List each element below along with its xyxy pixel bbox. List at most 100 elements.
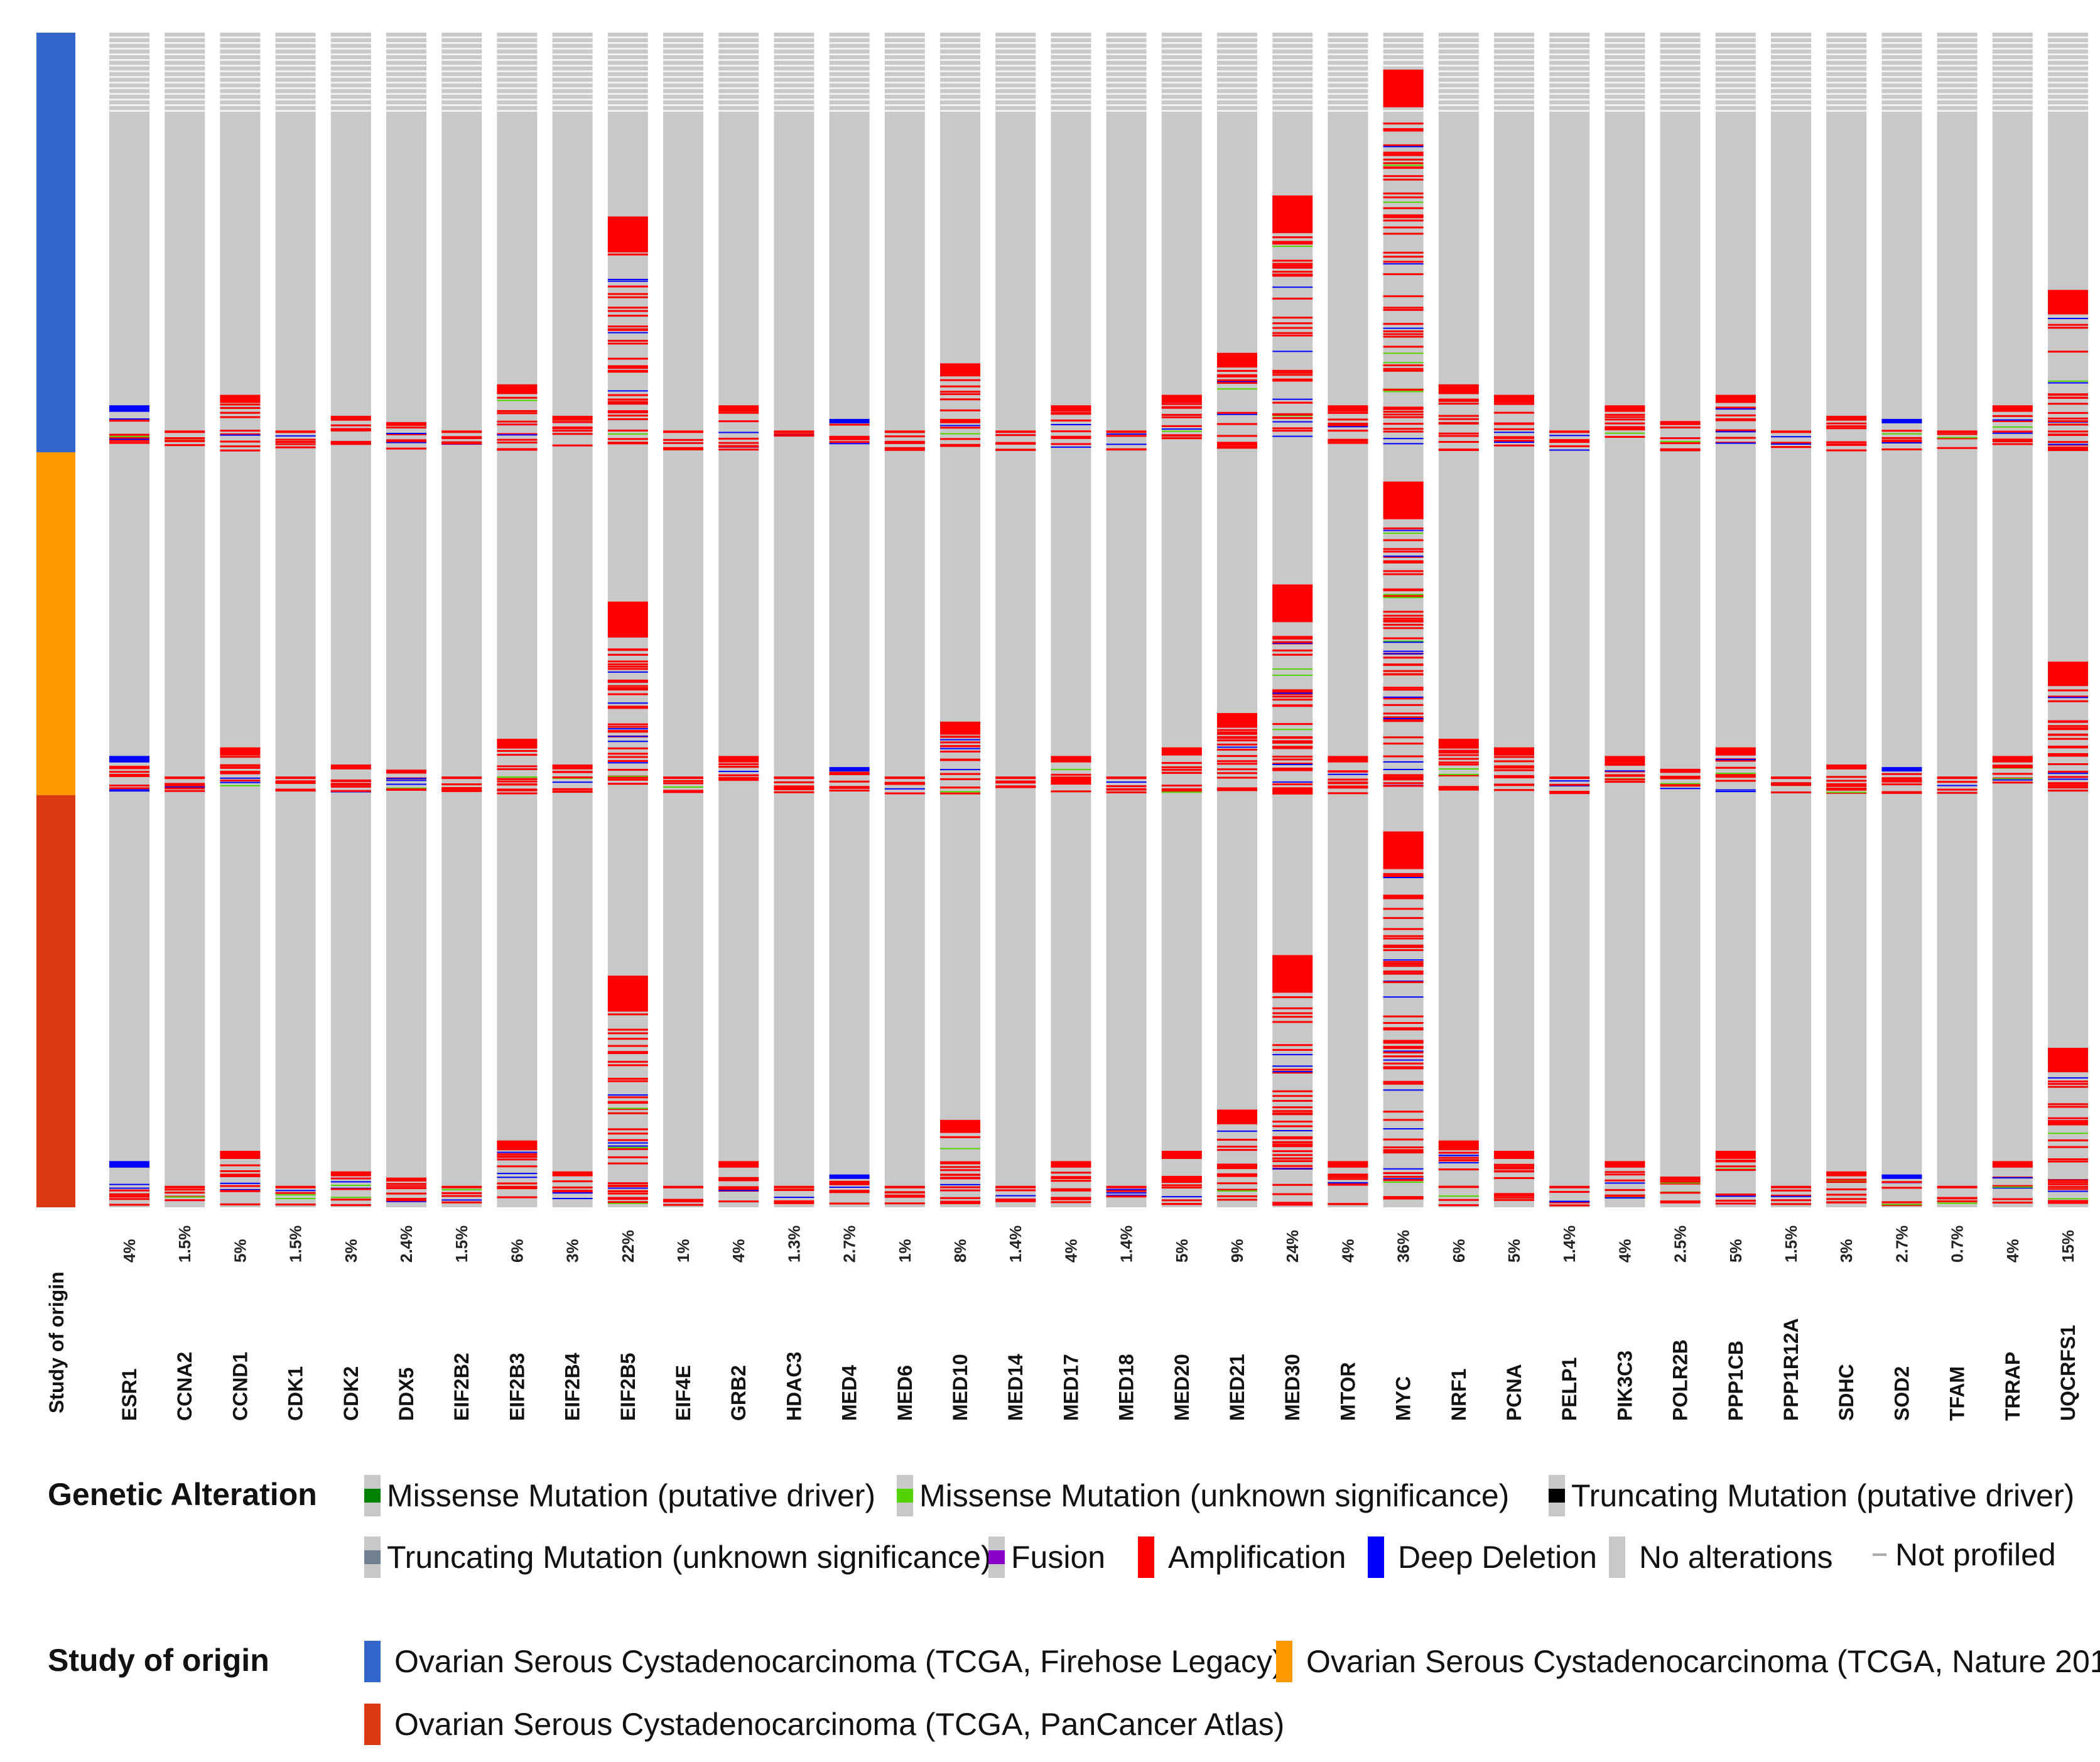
not-profiled-mark: [220, 53, 261, 55]
alteration-mark: [1992, 1187, 2033, 1189]
alteration-mark: [109, 787, 149, 790]
alteration-mark: [1383, 650, 1424, 652]
alteration-mark: [109, 785, 149, 787]
not-profiled-mark: [386, 82, 426, 84]
alteration-mark: [165, 1199, 205, 1202]
not-profiled-mark: [884, 93, 925, 95]
fusion-swatch: [988, 1536, 1005, 1578]
not-profiled-mark: [441, 87, 482, 89]
alteration-mark: [1383, 550, 1424, 553]
not-profiled-mark: [1549, 65, 1590, 67]
amplification-mark: [607, 601, 648, 638]
alteration-mark: [1383, 1168, 1424, 1170]
alteration-mark: [552, 433, 593, 435]
alteration-mark: [1992, 419, 2033, 421]
alteration-mark: [940, 791, 980, 793]
alteration-mark: [1826, 788, 1867, 791]
alteration-mark: [386, 787, 426, 789]
not-profiled-mark: [1494, 48, 1534, 50]
not-profiled-mark: [1494, 82, 1534, 84]
alteration-mark: [441, 1195, 482, 1197]
alteration-mark: [1383, 1040, 1424, 1042]
not-profiled-mark: [1826, 36, 1867, 38]
not-profiled-mark: [663, 110, 703, 112]
not-profiled-mark: [1161, 87, 1202, 89]
alteration-mark: [607, 307, 648, 309]
not-profiled-mark: [275, 53, 316, 55]
no-alteration-bar: [497, 33, 538, 1207]
alteration-mark: [1272, 1168, 1313, 1170]
alteration-mark: [1217, 369, 1257, 372]
alteration-mark: [1161, 771, 1202, 774]
not-profiled-mark: [607, 42, 648, 44]
not-profiled-mark: [1438, 93, 1479, 95]
not-profiled-mark: [1438, 82, 1479, 84]
alteration-mark: [1383, 256, 1424, 258]
alteration-mark: [829, 773, 870, 775]
alteration-mark: [1383, 570, 1424, 572]
alteration-mark: [940, 769, 980, 771]
alteration-mark: [1272, 430, 1313, 432]
alteration-mark: [1383, 219, 1424, 222]
alteration-mark: [1383, 782, 1424, 785]
alteration-mark: [220, 1190, 261, 1192]
alteration-mark: [1715, 1169, 1756, 1172]
not-profiled-mark: [497, 76, 538, 78]
not-profiled-mark: [275, 99, 316, 101]
alteration-mark: [1992, 781, 2033, 784]
not-profiled-mark: [1328, 99, 1368, 101]
alteration-mark: [1881, 441, 1922, 443]
not-profiled-mark: [330, 76, 371, 78]
alteration-mark: [1438, 758, 1479, 760]
alteration-mark: [1383, 696, 1424, 698]
no-alteration-bar: [829, 33, 870, 1207]
not-profiled-mark: [940, 93, 980, 95]
alteration-mark: [1549, 792, 1590, 795]
amplification-mark: [1549, 430, 1590, 433]
alteration-mark: [386, 442, 426, 443]
alteration-mark: [1217, 763, 1257, 765]
not-profiled-mark: [220, 36, 261, 38]
alteration-mark: [2048, 447, 2088, 450]
not-profiled-mark: [330, 82, 371, 84]
alteration-mark: [1272, 1048, 1313, 1051]
alteration-mark: [1383, 670, 1424, 672]
alteration-mark: [1272, 1069, 1313, 1071]
alteration-mark: [441, 1199, 482, 1201]
amplification-mark: [1715, 1151, 1756, 1159]
not-profiled-mark: [1826, 59, 1867, 61]
alteration-mark: [1660, 1192, 1701, 1194]
not-profiled-mark: [1992, 59, 2033, 61]
alteration-mark: [1383, 158, 1424, 161]
alteration-mark: [1383, 962, 1424, 965]
not-profiled-mark: [1106, 99, 1147, 101]
alteration-mark: [1937, 437, 1978, 440]
alteration-mark: [1217, 1163, 1257, 1166]
alteration-mark: [497, 442, 538, 444]
alteration-mark: [1383, 423, 1424, 425]
amplification-mark: [774, 776, 815, 780]
alteration-mark: [497, 765, 538, 768]
alteration-mark: [607, 685, 648, 687]
alteration-mark: [1272, 1202, 1313, 1204]
alteration-mark: [1383, 1138, 1424, 1141]
alteration-mark: [1272, 693, 1313, 695]
alteration-mark: [1605, 416, 1645, 418]
not-profiled-mark: [607, 87, 648, 89]
not-profiled-mark: [1660, 65, 1701, 67]
not-profiled-mark: [1937, 76, 1978, 78]
alteration-mark: [1272, 690, 1313, 693]
alteration-mark: [607, 1185, 648, 1187]
alteration-mark: [275, 1204, 316, 1206]
alteration-mark: [995, 442, 1036, 445]
alteration-mark: [1272, 783, 1313, 786]
alteration-mark: [220, 777, 261, 779]
not-profiled-mark: [552, 59, 593, 61]
alteration-mark: [1494, 1164, 1534, 1167]
alteration-mark: [1161, 403, 1202, 405]
alteration-mark: [829, 780, 870, 783]
no-alteration-bar: [1605, 33, 1645, 1207]
alteration-mark: [2048, 770, 2088, 773]
legend-label: Ovarian Serous Cystadenocarcinoma (TCGA,…: [1306, 1644, 2100, 1679]
alteration-mark: [109, 433, 149, 436]
